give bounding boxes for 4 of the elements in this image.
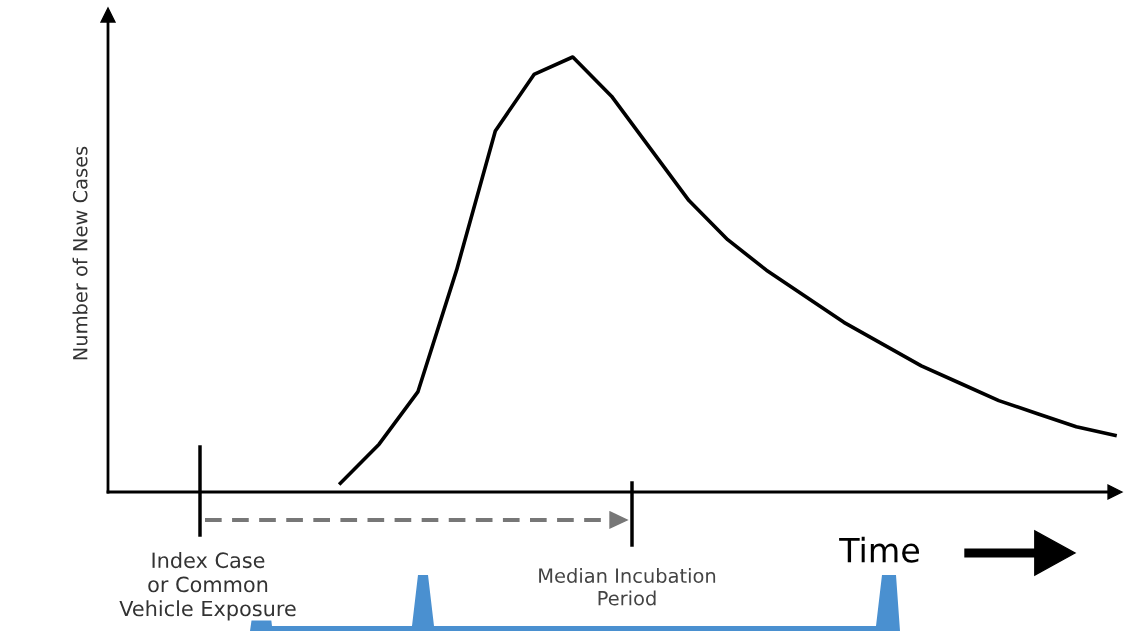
text: Median Incubation Period: [539, 568, 716, 606]
y-axis-title: Number of New Cases: [72, 146, 88, 360]
text: Time: [839, 536, 920, 563]
text: Index Case or Common Vehicle Exposure: [119, 552, 296, 621]
